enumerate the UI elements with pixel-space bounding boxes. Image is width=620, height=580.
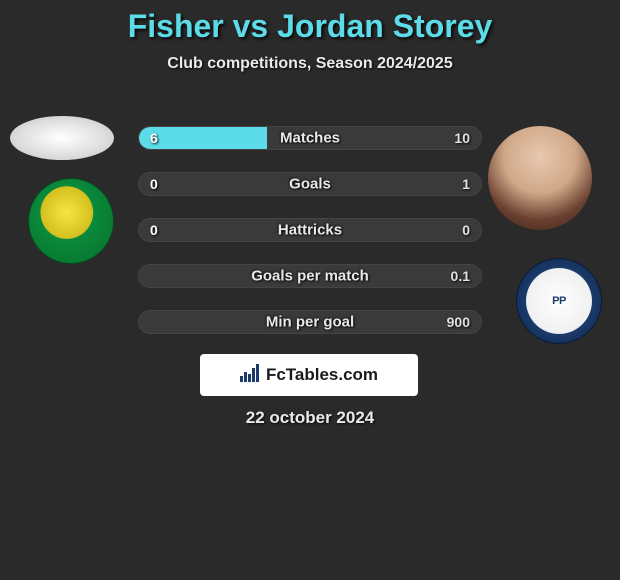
stat-row: Matches 6 10	[138, 126, 482, 150]
stat-value-right: 1	[462, 176, 470, 192]
stat-value-left: 0	[150, 222, 158, 238]
stat-value-left: 6	[150, 130, 158, 146]
player-left-crest	[28, 178, 114, 264]
chart-icon	[240, 364, 260, 387]
player-right-crest: PP	[516, 258, 602, 344]
page-subtitle: Club competitions, Season 2024/2025	[0, 55, 620, 73]
player-right-avatar	[488, 126, 592, 230]
stat-row: Hattricks 0 0	[138, 218, 482, 242]
page-title: Fisher vs Jordan Storey	[0, 8, 620, 45]
date-label: 22 october 2024	[0, 408, 620, 428]
stat-row: Goals per match 0.1	[138, 264, 482, 288]
stat-row: Min per goal 900	[138, 310, 482, 334]
stat-label: Hattricks	[278, 222, 342, 239]
crest-right-label: PP	[552, 295, 566, 307]
stat-value-right: 900	[447, 314, 470, 330]
stat-label: Goals per match	[251, 268, 369, 285]
stat-label: Matches	[280, 130, 340, 147]
brand-text: FcTables.com	[266, 365, 378, 385]
stat-value-right: 0.1	[451, 268, 470, 284]
stat-label: Min per goal	[266, 314, 354, 331]
stat-value-right: 10	[454, 130, 470, 146]
stat-value-left: 0	[150, 176, 158, 192]
stats-panel: Matches 6 10 Goals 0 1 Hattricks 0 0 Goals per ma…	[138, 126, 482, 356]
brand-box[interactable]: FcTables.com	[200, 354, 418, 396]
player-left-avatar	[10, 116, 114, 160]
stat-fill-left	[139, 127, 267, 149]
stat-row: Goals 0 1	[138, 172, 482, 196]
stat-label: Goals	[289, 176, 331, 193]
stat-value-right: 0	[462, 222, 470, 238]
